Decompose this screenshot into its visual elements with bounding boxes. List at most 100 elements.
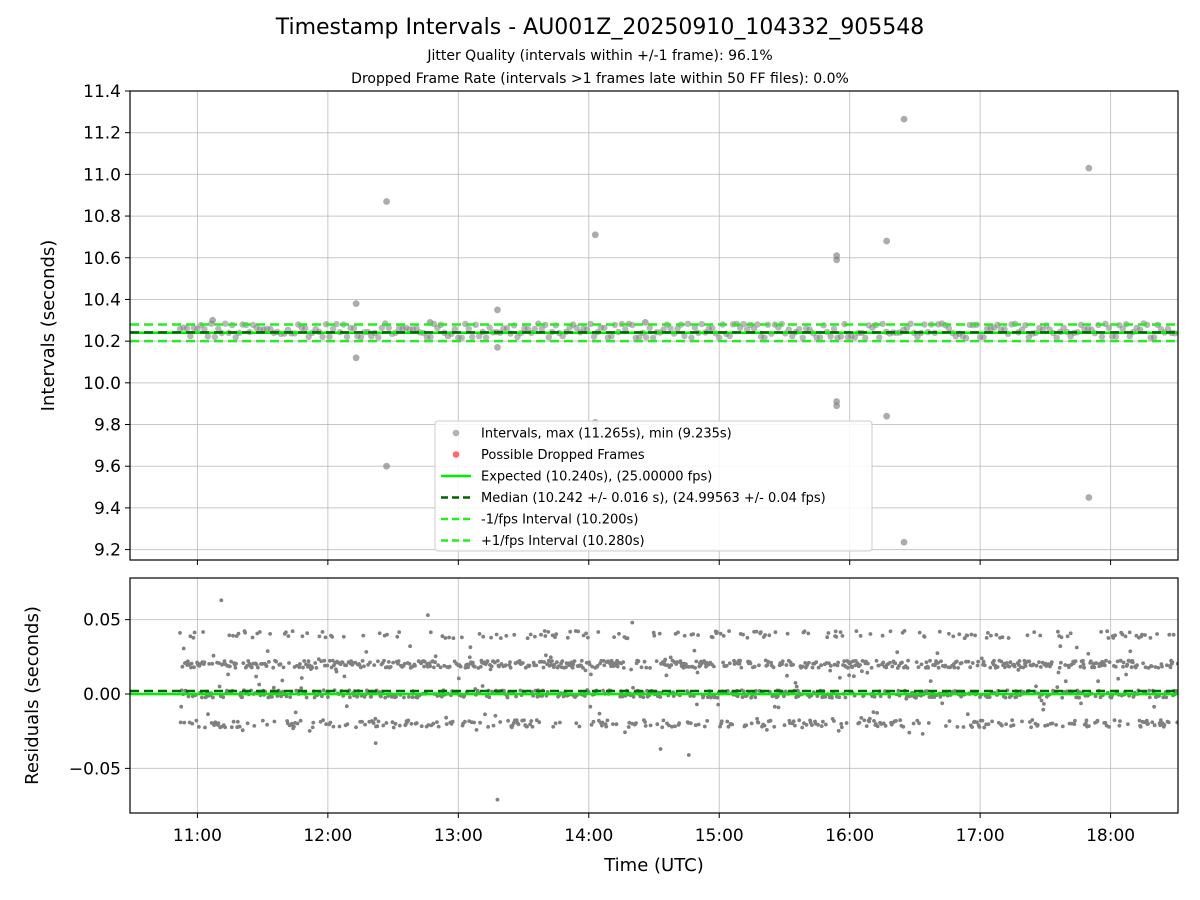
interval-point <box>608 332 615 340</box>
residual-point <box>611 722 615 726</box>
residual-point <box>487 695 492 700</box>
residual-point <box>939 659 943 664</box>
residual-point <box>878 694 883 699</box>
residual-point <box>498 720 503 724</box>
interval-outlier-point <box>494 306 501 314</box>
residual-point <box>602 663 607 668</box>
interval-point <box>427 333 434 341</box>
residual-point <box>220 662 225 667</box>
residual-point <box>1038 665 1043 669</box>
residual-point <box>447 664 452 669</box>
residual-point <box>544 653 548 658</box>
residual-point <box>1128 649 1133 654</box>
residual-point <box>1116 676 1121 681</box>
residual-point <box>1030 718 1035 722</box>
residual-point <box>676 630 680 635</box>
interval-point <box>211 333 218 341</box>
residual-point <box>355 694 360 699</box>
residual-point <box>379 694 383 699</box>
residual-point <box>451 636 456 641</box>
residual-point <box>773 630 778 635</box>
interval-point <box>590 333 598 340</box>
residual-point <box>753 695 758 700</box>
residual-point <box>1118 719 1122 723</box>
residual-point <box>832 719 836 723</box>
residual-point <box>241 661 246 665</box>
residual-point <box>926 665 931 670</box>
residual-outlier-point <box>373 741 378 745</box>
residual-point <box>1175 720 1178 725</box>
residual-point <box>726 724 731 729</box>
residual-point <box>492 660 497 665</box>
residual-point <box>928 658 932 663</box>
residual-point <box>443 636 448 640</box>
residual-point <box>639 665 644 670</box>
residual-point <box>223 725 228 730</box>
residual-point <box>888 660 892 665</box>
residual-point <box>838 675 842 680</box>
residual-point <box>916 665 921 669</box>
intervals-ytick-label: 11.2 <box>83 124 121 144</box>
residual-outlier-point <box>219 598 224 603</box>
residual-point <box>1000 635 1005 640</box>
residual-point <box>1074 645 1079 650</box>
residual-point <box>488 667 493 672</box>
residual-point <box>868 632 873 636</box>
intervals-ytick-label: 9.4 <box>94 499 121 519</box>
residual-point <box>362 664 366 669</box>
residual-point <box>280 678 285 683</box>
residual-point <box>986 722 991 726</box>
residual-point <box>565 635 570 640</box>
residual-point <box>298 662 302 666</box>
residual-point <box>719 719 724 724</box>
residual-point <box>687 665 691 669</box>
residual-point <box>1020 719 1024 724</box>
residual-point <box>888 629 893 634</box>
residual-point <box>784 663 789 667</box>
residual-point <box>869 665 874 670</box>
residuals-ytick-label: 0.05 <box>83 611 121 631</box>
intervals-axes: 9.2 9.4 9.6 9.8 10.0 10.2 10.4 10.6 10.8 11.0 11.2… <box>38 82 1179 565</box>
residual-point <box>744 723 749 728</box>
residual-point <box>591 719 596 724</box>
residual-point <box>535 694 540 699</box>
residual-point <box>1125 662 1130 667</box>
residual-point <box>968 665 973 670</box>
residual-point <box>517 659 522 663</box>
residual-point <box>520 661 525 665</box>
residual-point <box>959 661 964 665</box>
residual-point <box>201 630 206 634</box>
interval-point <box>1164 325 1172 332</box>
residual-point <box>976 659 980 664</box>
interval-point <box>350 325 358 332</box>
residual-point <box>178 720 183 725</box>
residual-point <box>463 719 467 724</box>
residual-point <box>643 720 647 724</box>
residual-point <box>302 659 307 663</box>
residual-point <box>385 632 389 637</box>
residual-point <box>295 721 300 726</box>
residual-point <box>709 695 713 700</box>
residual-point <box>824 722 828 727</box>
interval-point <box>319 333 326 341</box>
residual-point <box>600 720 605 725</box>
residual-point <box>397 630 402 634</box>
residual-point <box>589 672 593 677</box>
residual-point <box>570 665 575 670</box>
xtick-label: 14:00 <box>564 826 613 846</box>
residual-point <box>1000 723 1004 728</box>
interval-outlier-point <box>352 354 360 362</box>
interval-point <box>1077 321 1085 328</box>
residual-point <box>527 663 532 668</box>
residual-point <box>1143 633 1147 637</box>
residual-point <box>955 725 960 729</box>
residual-point <box>233 665 238 670</box>
residual-point <box>601 688 605 693</box>
residual-point <box>1006 636 1011 640</box>
residual-point <box>589 722 594 727</box>
residual-point <box>858 663 862 667</box>
residual-point <box>936 665 941 670</box>
residual-point <box>456 676 461 681</box>
residual-point <box>977 725 982 729</box>
residual-point <box>1120 632 1125 637</box>
